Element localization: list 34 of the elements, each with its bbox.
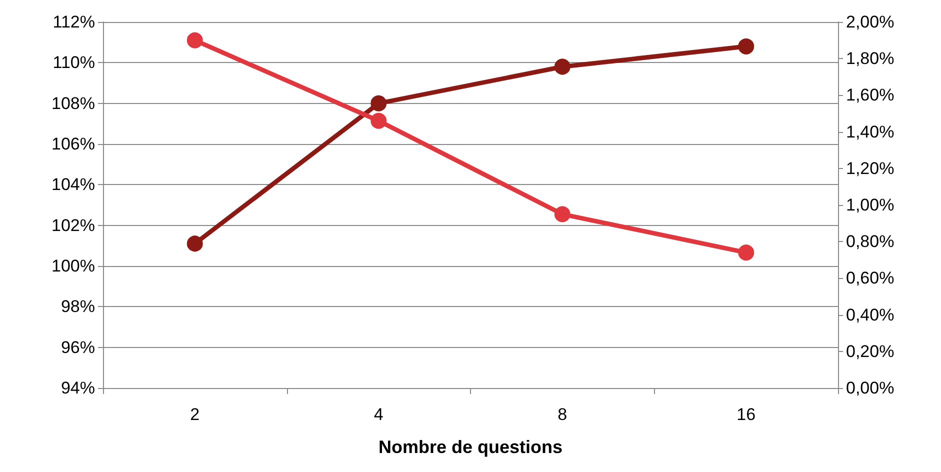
point: [738, 244, 754, 261]
y-tick-label: 94%: [60, 378, 95, 398]
x-tick-label: 4: [374, 405, 384, 424]
y2-tick-label: 1,00%: [846, 196, 894, 214]
y-tick-label: 102%: [52, 216, 95, 235]
x-axis-title: Nombre de questions: [378, 437, 563, 457]
y-tick-label: 104%: [52, 175, 95, 194]
y2-tick-label: 0,20%: [846, 342, 894, 361]
y-tick-label: 98%: [60, 297, 95, 316]
x-tick-label: 8: [558, 405, 568, 424]
point: [554, 58, 570, 75]
point: [554, 206, 570, 222]
y-tick-label: 106%: [52, 134, 95, 154]
y2-tick-label: 0,40%: [846, 305, 894, 324]
x-tick-label: 2: [190, 405, 200, 424]
y2-tick-label: 1,40%: [846, 122, 894, 142]
point: [738, 38, 754, 54]
y-tick-label: 108%: [52, 94, 95, 113]
y-tick-label: 110%: [52, 53, 95, 72]
y2-tick-label: 0,60%: [846, 268, 894, 288]
x-tick-label: 16: [736, 405, 756, 424]
y2-tick-label: 1,60%: [846, 86, 894, 105]
y-tick-label: 112%: [52, 12, 95, 32]
y2-tick-label: 2,00%: [846, 12, 894, 32]
y2-tick-label: 1,20%: [846, 158, 894, 178]
y2-tick-label: 0,80%: [846, 232, 894, 252]
y2-tick-label: 0,00%: [846, 378, 894, 398]
point: [186, 236, 203, 252]
y2-tick-label: 1,80%: [846, 49, 894, 68]
point: [370, 112, 387, 129]
point: [186, 32, 203, 48]
y-tick-label: 100%: [52, 256, 95, 276]
point: [370, 95, 387, 112]
y-tick-label: 96%: [60, 338, 95, 357]
